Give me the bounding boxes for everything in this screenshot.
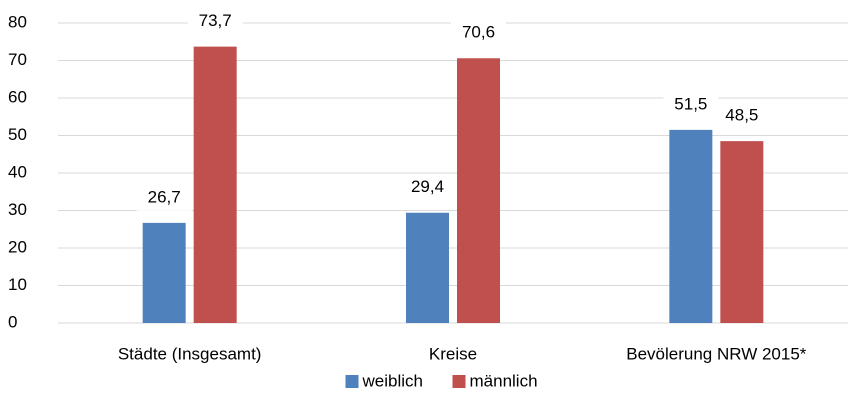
y-tick-label: 60: [8, 87, 27, 106]
y-tick-label: 10: [8, 275, 27, 294]
value-label-bg: [136, 184, 192, 211]
value-label: 29,4: [411, 177, 444, 196]
value-label-bg: [400, 174, 455, 201]
y-tick-label: 30: [8, 200, 27, 219]
bar: [457, 58, 500, 323]
x-tick-label: Bevölerung NRW 2015*: [626, 344, 807, 363]
value-label: 70,6: [462, 23, 495, 42]
value-label-bg: [451, 20, 506, 47]
y-tick-label: 40: [8, 162, 27, 181]
bar: [406, 212, 449, 323]
legend-label: weiblich: [362, 371, 423, 390]
bar: [720, 141, 764, 323]
value-label: 51,5: [674, 94, 707, 113]
value-label: 73,7: [199, 11, 232, 30]
value-label-bg: [187, 8, 243, 35]
y-tick-label: 0: [8, 312, 17, 331]
y-tick-label: 80: [8, 12, 27, 31]
bar: [193, 46, 237, 323]
x-tick-label: Städte (Insgesamt): [118, 344, 262, 363]
x-tick-label: Kreise: [429, 344, 477, 363]
bar: [669, 129, 713, 323]
bar: [142, 222, 186, 323]
y-tick-label: 70: [8, 50, 27, 69]
value-label-bg: [714, 103, 770, 130]
value-label: 48,5: [725, 106, 758, 125]
y-tick-label: 20: [8, 237, 27, 256]
legend-swatch: [452, 375, 466, 388]
value-label: 26,7: [148, 187, 181, 206]
value-label-bg: [663, 91, 719, 118]
legend-swatch: [345, 375, 359, 388]
legend-label: männlich: [470, 371, 538, 390]
y-tick-label: 50: [8, 125, 27, 144]
